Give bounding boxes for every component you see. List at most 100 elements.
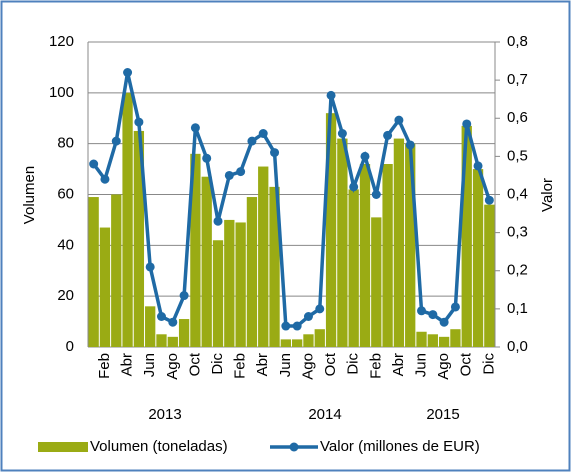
- line-marker: [281, 321, 291, 331]
- y-axis-title: Volumen: [21, 166, 38, 224]
- line-marker: [111, 136, 121, 146]
- x-tick-label: Feb: [367, 353, 384, 379]
- x-group-label: 2015: [426, 406, 459, 423]
- line-marker: [473, 161, 483, 171]
- y-tick-label: 20: [57, 287, 74, 304]
- line-marker: [428, 310, 438, 320]
- line-marker: [236, 167, 246, 177]
- x-tick-label: Ago: [435, 353, 452, 380]
- line-marker: [450, 302, 460, 312]
- legend-label: Valor (millones de EUR): [320, 438, 480, 455]
- y2-tick-label: 0,1: [507, 300, 528, 317]
- bar: [405, 143, 416, 347]
- bar: [393, 138, 405, 347]
- line-marker: [394, 115, 404, 125]
- x-tick-label: Jun: [141, 353, 158, 377]
- line-marker: [123, 68, 133, 77]
- line-marker: [224, 170, 234, 180]
- x-tick-label: Dic: [480, 353, 497, 375]
- bar: [280, 339, 291, 347]
- y2-axis-title: Valor: [539, 178, 556, 212]
- bar: [145, 306, 156, 347]
- legend-label: Volumen (toneladas): [90, 438, 228, 455]
- bar: [122, 92, 133, 347]
- line-marker: [337, 129, 347, 138]
- line-marker: [462, 119, 472, 129]
- y2-tick-label: 0,0: [507, 338, 528, 355]
- line-marker: [213, 216, 223, 226]
- line-marker: [190, 123, 200, 133]
- x-tick-label: Oct: [322, 352, 339, 376]
- line-marker: [417, 306, 427, 316]
- y-tick-label: 0: [66, 338, 74, 355]
- bar: [484, 204, 495, 347]
- line-marker: [258, 129, 268, 138]
- line-marker: [89, 159, 99, 169]
- bar: [461, 125, 472, 347]
- x-tick-label: Dic: [209, 353, 226, 375]
- y2-tick-label: 0,7: [507, 71, 528, 88]
- x-tick-label: Oct: [186, 352, 203, 376]
- line-marker: [405, 140, 415, 150]
- x-tick-label: Ago: [164, 353, 181, 380]
- line-marker: [270, 148, 280, 158]
- bar: [269, 186, 280, 347]
- x-tick-label: Abr: [119, 353, 136, 376]
- y-tick-label: 100: [49, 84, 74, 101]
- legend-swatch: [38, 442, 88, 452]
- y2-tick-label: 0,2: [507, 262, 528, 279]
- line-marker: [145, 262, 155, 272]
- bar: [314, 329, 325, 347]
- bar: [235, 222, 246, 347]
- bar: [88, 197, 99, 347]
- bar: [111, 194, 122, 347]
- bar: [427, 334, 438, 347]
- bar: [438, 336, 450, 347]
- line-marker: [156, 312, 166, 321]
- line-marker: [292, 321, 302, 331]
- bar: [337, 138, 348, 347]
- line-marker: [315, 304, 325, 314]
- bar: [303, 334, 314, 347]
- x-tick-label: Dic: [345, 353, 362, 375]
- line-marker: [100, 174, 110, 184]
- x-tick-label: Abr: [254, 353, 271, 376]
- x-tick-label: Jun: [277, 353, 294, 377]
- bar: [382, 164, 393, 347]
- y2-tick-label: 0,5: [507, 147, 528, 164]
- bar: [178, 319, 190, 347]
- x-group-label: 2013: [148, 406, 181, 423]
- y2-tick-label: 0,6: [507, 109, 528, 126]
- bar: [212, 240, 224, 347]
- x-tick-label: Feb: [232, 353, 249, 379]
- line-marker: [247, 136, 257, 146]
- bar: [190, 153, 201, 347]
- y-tick-label: 80: [57, 135, 74, 152]
- line-marker: [202, 153, 212, 163]
- line-marker: [179, 291, 189, 301]
- x-tick-label: Oct: [458, 352, 475, 376]
- y-tick-label: 60: [57, 185, 74, 202]
- bar: [99, 227, 111, 347]
- line-marker: [383, 130, 393, 140]
- bar: [133, 130, 145, 347]
- bar: [325, 113, 337, 348]
- bar: [416, 331, 427, 347]
- x-group-label: 2014: [308, 406, 341, 423]
- line-marker: [439, 317, 449, 327]
- y-tick-label: 40: [57, 236, 74, 253]
- line-marker: [168, 317, 178, 327]
- bar: [472, 169, 484, 347]
- line-marker: [134, 117, 144, 127]
- bar: [258, 166, 269, 347]
- y2-tick-label: 0,8: [507, 33, 528, 50]
- x-tick-label: Feb: [96, 353, 113, 379]
- bar: [359, 164, 371, 347]
- y2-tick-label: 0,4: [507, 185, 528, 202]
- y-tick-label: 120: [49, 33, 74, 50]
- line-marker: [349, 182, 359, 192]
- x-tick-label: Ago: [299, 353, 316, 380]
- line-marker: [360, 151, 370, 161]
- bar: [348, 189, 359, 347]
